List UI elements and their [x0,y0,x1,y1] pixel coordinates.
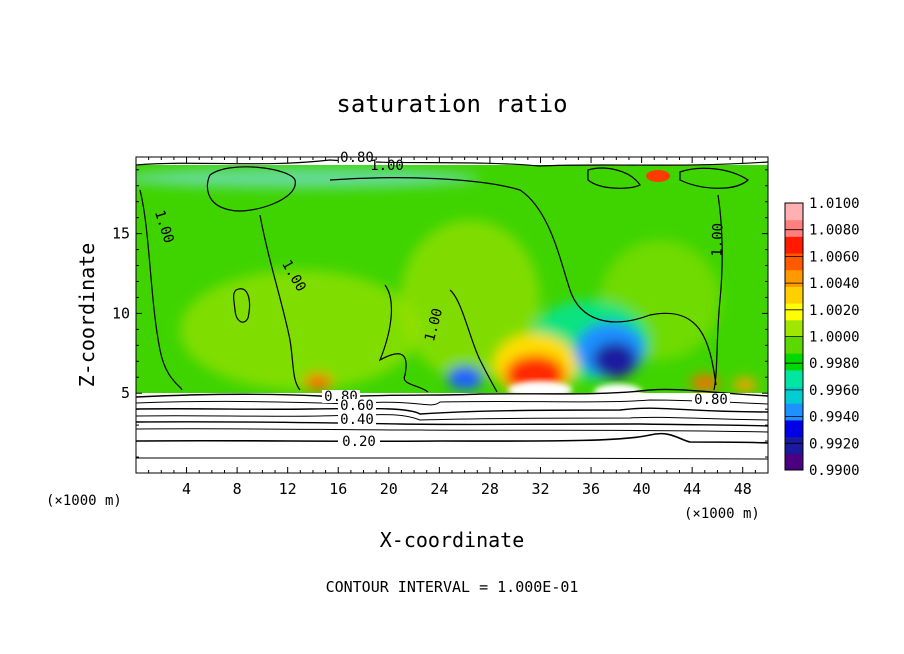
x-tick-label: 16 [329,480,347,498]
x-tick-label: 48 [734,480,752,498]
y-tick-label: 15 [112,225,130,243]
contour-line [139,189,183,391]
colorbar-tick-label: 1.0100 [809,196,860,212]
x-unit-right: (×1000 m) [684,506,760,522]
x-tick-label: 40 [633,480,651,498]
contour-line [136,414,768,421]
contour-line [136,399,768,406]
contour-line [136,432,768,444]
light-green-patch [180,270,420,390]
x-tick-label: 12 [279,480,297,498]
x-tick-label: 8 [233,480,242,498]
x-tick-label: 44 [683,480,701,498]
colorbar-swatch [785,269,803,287]
contour-line [233,288,251,323]
svg-text:1.00: 1.00 [709,223,726,257]
x-tick-label: 4 [182,480,191,498]
saturation-field [136,157,768,473]
colorbar-swatch [785,336,803,354]
contour-line [587,167,641,189]
chart-title: saturation ratio [336,90,567,118]
orange-patch [733,378,757,392]
colorbar-labels: 1.0100 1.0080 1.0060 1.0040 1.0020 1.0000 0.99… [785,196,860,479]
y-tick-label: 5 [121,384,130,402]
blue-patch [447,366,483,390]
contour-label: 0.40 [338,412,376,428]
contour-line [679,167,749,189]
colorbar-swatch [785,286,803,304]
dark-blue-core [593,342,637,378]
contour-line [136,457,768,460]
orange-patch [304,374,332,390]
contour-line [206,166,296,212]
x-tick-label: 20 [380,480,398,498]
colorbar-swatch [785,403,803,421]
colorbar-tick-label: 1.0040 [809,276,860,292]
contour-label: 1.00 [370,158,404,174]
colorbar-tick-label: 0.9980 [809,356,860,372]
lower-unsaturated-region [136,393,768,473]
colorbar-swatch [785,453,803,471]
svg-text:0.80: 0.80 [340,150,374,166]
contour-line [136,388,768,398]
x-axis-title: X-coordinate [380,528,525,552]
svg-text:0.60: 0.60 [340,398,374,414]
contour-line [136,407,768,415]
contour-line [136,159,768,167]
x-tick-label: 24 [430,480,448,498]
colorbar-swatch [785,353,803,371]
contour-line [378,284,429,393]
contour-line [259,214,301,391]
svg-text:1.00: 1.00 [370,158,404,174]
contour-line [136,421,768,427]
top-white-band [136,157,768,165]
colorbar-tick-label: 1.0020 [809,303,860,319]
svg-text:0.20: 0.20 [342,434,376,450]
y-axis: 5 10 15 [112,169,768,458]
x-unit-left: (×1000 m) [46,493,122,509]
svg-text:0.40: 0.40 [340,412,374,428]
x-tick-label: 32 [531,480,549,498]
contour-label: 0.80 [692,392,730,408]
colorbar-tick-label: 0.9960 [809,383,860,399]
contour-line [329,177,717,386]
colorbar-swatch [785,419,803,438]
x-tick-label: 36 [582,480,600,498]
light-green-patch [400,220,540,380]
orange-patch [691,375,719,391]
colorbar-swatch [785,369,803,388]
y-axis-title: Z-coordinate [75,243,99,388]
colorbar-swatch [785,219,803,237]
contour-labels: 0.80 1.00 1.00 1.00 1.00 1.00 0.80 0.60 … [151,150,730,450]
contour-line [449,289,498,393]
colorbar-swatch [785,386,803,404]
x-axis: 4 8 12 16 20 24 28 32 36 40 44 48 [148,157,756,498]
colorbar-tick-label: 0.9900 [809,463,860,479]
y-tick-label: 10 [112,304,130,322]
contour-line [713,194,723,391]
cyan-strip [136,168,480,188]
top-red-patch [646,170,670,182]
colorbar-swatch [785,436,803,454]
contour-label: 0.20 [338,434,380,450]
contour-label: 0.80 [338,150,376,166]
svg-text:0.80: 0.80 [694,392,728,408]
colorbar-tick-label: 1.0080 [809,223,860,239]
colorbar-tick-label: 0.9940 [809,410,860,426]
colorbar-swatch [785,203,803,221]
colorbar-tick-label: 0.9920 [809,436,860,452]
contour-line [136,428,768,433]
colorbar-swatch [785,303,803,321]
x-tick-label: 28 [481,480,499,498]
contour-interval-note: CONTOUR INTERVAL = 1.000E-01 [326,578,579,596]
contour-label: 0.60 [338,398,376,414]
contour-label: 1.00 [709,223,726,257]
contour-lines [136,159,768,460]
colorbar-swatch [785,319,803,337]
colorbar-tick-label: 1.0060 [809,249,860,265]
colorbar-swatch [785,236,803,254]
colorbar-swatch [785,253,803,271]
colorbar-tick-label: 1.0000 [809,330,860,346]
